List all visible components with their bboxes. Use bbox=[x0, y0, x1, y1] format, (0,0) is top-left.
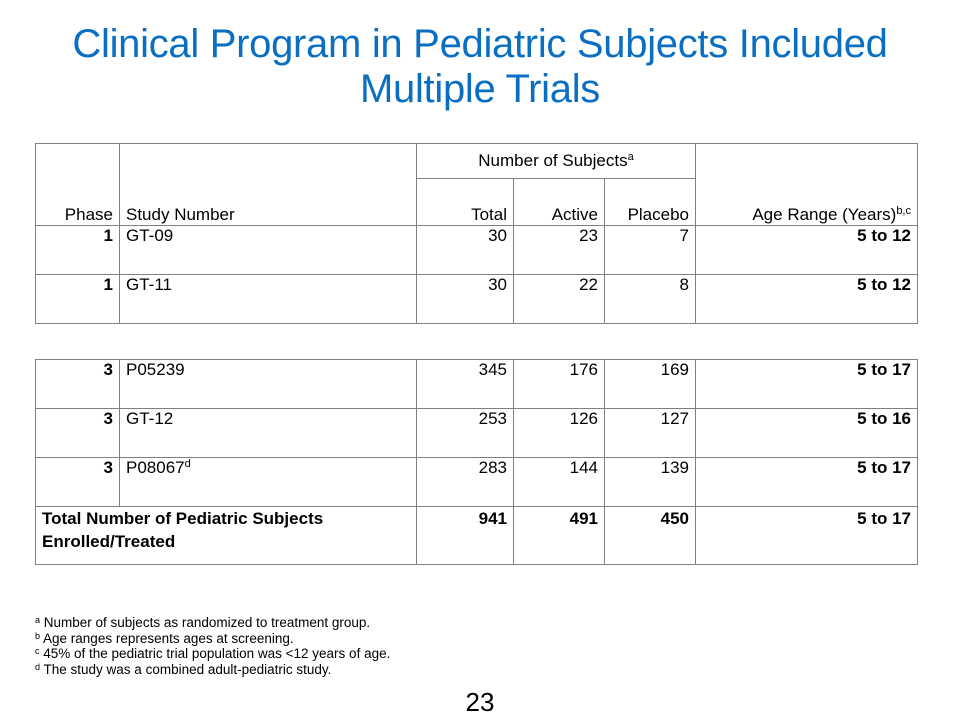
header-phase: Phase bbox=[35, 143, 120, 226]
footnote-mark: a bbox=[627, 151, 634, 163]
header-active: Active bbox=[513, 178, 605, 226]
total-active: 491 bbox=[513, 506, 605, 565]
footnote-mark: b,c bbox=[896, 205, 911, 217]
cell-active: 176 bbox=[513, 359, 605, 409]
total-total: 941 bbox=[416, 506, 514, 565]
total-age: 5 to 17 bbox=[695, 506, 918, 565]
pediatric-trials-table-phase1: Phase Study Number Number of Subjectsa A… bbox=[35, 143, 918, 324]
slide-title-line1: Clinical Program in Pediatric Subjects I… bbox=[72, 22, 888, 66]
cell-age: 5 to 17 bbox=[695, 359, 918, 409]
cell-placebo: 139 bbox=[604, 457, 696, 507]
cell-total: 253 bbox=[416, 408, 514, 458]
cell-age: 5 to 16 bbox=[695, 408, 918, 458]
header-study-number: Study Number bbox=[119, 143, 417, 226]
footnote-b: b Age ranges represents ages at screenin… bbox=[35, 630, 294, 646]
header-age-range: Age Range (Years)b,c bbox=[695, 143, 918, 226]
cell-total: 30 bbox=[416, 274, 514, 324]
table-row: 3 P08067d 283 144 139 5 to 17 bbox=[35, 457, 918, 507]
slide-title: Clinical Program in Pediatric Subjects I… bbox=[0, 22, 960, 112]
cell-age: 5 to 12 bbox=[695, 225, 918, 275]
cell-active: 144 bbox=[513, 457, 605, 507]
cell-active: 126 bbox=[513, 408, 605, 458]
cell-study: P05239 bbox=[119, 359, 417, 409]
footnote-mark: d bbox=[184, 458, 191, 470]
footnote-a: a Number of subjects as randomized to tr… bbox=[35, 615, 371, 630]
footnote-c: c 45% of the pediatric trial population … bbox=[35, 646, 391, 661]
cell-total: 345 bbox=[416, 359, 514, 409]
pediatric-trials-table-phase3: 3 P05239 345 176 169 5 to 17 3 GT-12 253… bbox=[35, 359, 918, 565]
cell-placebo: 127 bbox=[604, 408, 696, 458]
page-number: 23 bbox=[465, 687, 495, 717]
cell-age: 5 to 17 bbox=[695, 457, 918, 507]
total-row: Total Number of Pediatric Subjects Enrol… bbox=[35, 506, 918, 565]
cell-study: GT-11 bbox=[119, 274, 417, 324]
table-row: 3 P05239 345 176 169 5 to 17 bbox=[35, 359, 918, 409]
header-placebo: Placebo bbox=[604, 178, 696, 226]
cell-phase: 1 bbox=[35, 225, 120, 275]
table-row: 1 GT-09 30 23 7 5 to 12 bbox=[35, 225, 918, 275]
total-label: Total Number of Pediatric Subjects Enrol… bbox=[35, 506, 417, 565]
header-total: Total bbox=[416, 178, 514, 226]
cell-phase: 3 bbox=[35, 408, 120, 458]
footnotes: a Number of subjects as randomized to tr… bbox=[35, 615, 390, 677]
cell-total: 283 bbox=[416, 457, 514, 507]
cell-study: GT-09 bbox=[119, 225, 417, 275]
cell-age: 5 to 12 bbox=[695, 274, 918, 324]
slide-title-line2: Multiple Trials bbox=[359, 67, 600, 111]
cell-placebo: 8 bbox=[604, 274, 696, 324]
cell-active: 23 bbox=[513, 225, 605, 275]
cell-active: 22 bbox=[513, 274, 605, 324]
total-placebo: 450 bbox=[604, 506, 696, 565]
cell-phase: 1 bbox=[35, 274, 120, 324]
header-number-of-subjects: Number of Subjectsa bbox=[416, 143, 696, 179]
footnote-d: d The study was a combined adult-pediatr… bbox=[35, 661, 332, 677]
cell-total: 30 bbox=[416, 225, 514, 275]
cell-phase: 3 bbox=[35, 457, 120, 507]
table-row: 1 GT-11 30 22 8 5 to 12 bbox=[35, 274, 918, 324]
cell-placebo: 169 bbox=[604, 359, 696, 409]
cell-study: GT-12 bbox=[119, 408, 417, 458]
cell-phase: 3 bbox=[35, 359, 120, 409]
table-row: 3 GT-12 253 126 127 5 to 16 bbox=[35, 408, 918, 458]
cell-study: P08067d bbox=[119, 457, 417, 507]
cell-placebo: 7 bbox=[604, 225, 696, 275]
